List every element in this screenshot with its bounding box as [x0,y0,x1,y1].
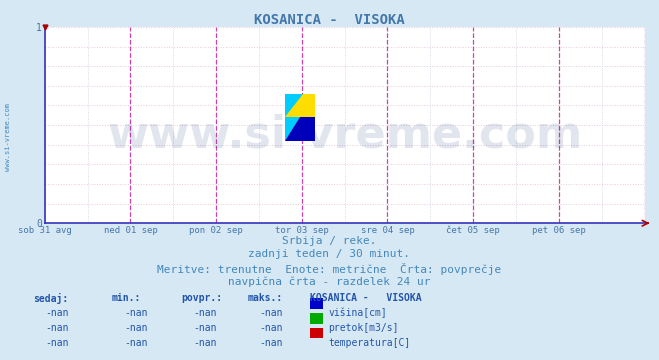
Text: -nan: -nan [259,308,283,318]
Text: -nan: -nan [45,308,69,318]
Text: -nan: -nan [193,308,217,318]
Polygon shape [285,117,300,141]
Text: -nan: -nan [259,338,283,348]
Text: Meritve: trenutne  Enote: metrične  Črta: povprečje: Meritve: trenutne Enote: metrične Črta: … [158,263,501,275]
Text: Srbija / reke.: Srbija / reke. [282,236,377,246]
Text: pretok[m3/s]: pretok[m3/s] [328,323,399,333]
Text: -nan: -nan [124,323,148,333]
Text: zadnji teden / 30 minut.: zadnji teden / 30 minut. [248,249,411,260]
Text: KOSANICA -  VISOKA: KOSANICA - VISOKA [254,13,405,27]
Polygon shape [285,94,315,117]
Text: -nan: -nan [45,323,69,333]
Text: -nan: -nan [193,338,217,348]
Text: povpr.:: povpr.: [181,293,222,303]
Text: KOSANICA -   VISOKA: KOSANICA - VISOKA [310,293,421,303]
Text: min.:: min.: [112,293,142,303]
Text: navpična črta - razdelek 24 ur: navpična črta - razdelek 24 ur [228,277,431,287]
Text: maks.:: maks.: [247,293,282,303]
Text: -nan: -nan [45,338,69,348]
Text: sedaj:: sedaj: [33,293,68,305]
Text: višina[cm]: višina[cm] [328,308,387,318]
Text: -nan: -nan [259,323,283,333]
Text: -nan: -nan [124,308,148,318]
Text: www.si-vreme.com: www.si-vreme.com [5,103,11,171]
Text: temperatura[C]: temperatura[C] [328,338,411,348]
Text: -nan: -nan [193,323,217,333]
Polygon shape [285,94,303,117]
Text: www.si-vreme.com: www.si-vreme.com [107,113,583,156]
Text: -nan: -nan [124,338,148,348]
Polygon shape [285,117,315,141]
